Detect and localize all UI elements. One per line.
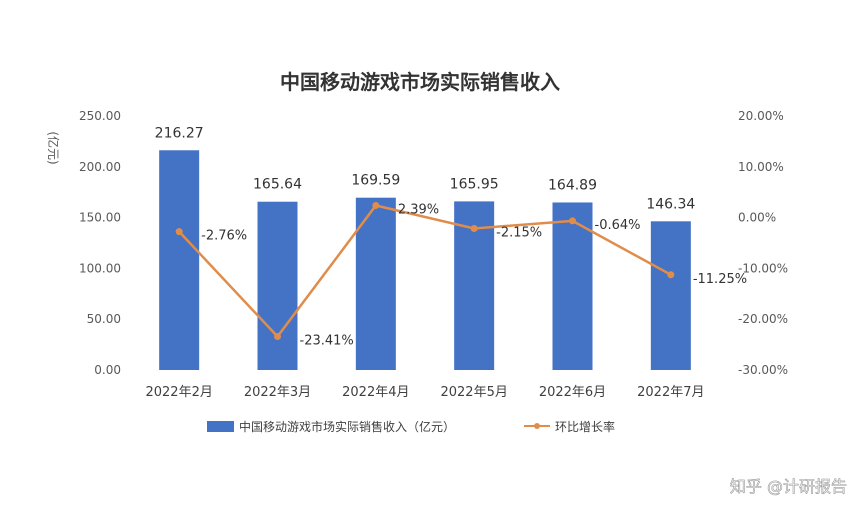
line-point <box>274 333 281 341</box>
left-axis-ticks: 0.00 50.00 100.00 150.00 200.00 250.00 <box>79 109 121 377</box>
bar <box>159 150 200 370</box>
y-axis-label: (亿元) <box>46 131 61 164</box>
chart-title: 中国移动游戏市场实际销售收入 <box>280 70 560 94</box>
right-tick-label: 10.00% <box>738 160 784 174</box>
line-value-label: -2.76% <box>201 229 247 244</box>
bar <box>355 197 396 370</box>
y-axis-label-text: (亿元) <box>46 131 61 164</box>
left-tick-label: 200.00 <box>79 160 121 174</box>
bar-value-label: 165.64 <box>253 177 302 193</box>
category-label: 2022年4月 <box>342 385 409 400</box>
category-label: 2022年7月 <box>637 385 704 400</box>
bar-series: 216.27 165.64 169.59 165.95 164.89 146.34 <box>155 125 695 370</box>
line-point <box>667 271 675 279</box>
bar-value-label: 169.59 <box>351 173 400 189</box>
legend-bar-label: 中国移动游戏市场实际销售收入（亿元） <box>239 419 455 434</box>
line-series: -2.76% -23.41% 2.39% -2.15% -0.64% -11.25% <box>175 201 747 349</box>
legend-line-marker <box>534 423 540 429</box>
right-axis-ticks: -30.00% -20.00% -10.00% 0.00% 10.00% 20.00% <box>738 109 788 377</box>
line-value-label: -23.41% <box>300 334 354 349</box>
bar <box>552 202 593 370</box>
right-tick-label: -20.00% <box>738 312 788 326</box>
category-labels: 2022年2月 2022年3月 2022年4月 2022年5月 2022年6月 2022年… <box>145 385 704 400</box>
right-tick-label: -10.00% <box>738 261 788 275</box>
bar <box>257 201 298 370</box>
line-value-label: -0.64% <box>595 218 641 233</box>
category-label: 2022年2月 <box>145 385 212 400</box>
bar-value-label: 165.95 <box>450 176 499 192</box>
line-point <box>569 217 576 225</box>
line-value-label: -2.15% <box>496 226 542 241</box>
left-tick-label: 100.00 <box>79 261 121 275</box>
left-tick-label: 250.00 <box>79 109 121 123</box>
legend: 中国移动游戏市场实际销售收入（亿元） 环比增长率 <box>207 419 615 434</box>
bar-value-label: 146.34 <box>646 196 695 212</box>
left-tick-label: 50.00 <box>87 312 121 326</box>
right-tick-label: 20.00% <box>738 109 784 123</box>
line-point <box>175 228 183 236</box>
bar-value-label: 164.89 <box>548 177 597 193</box>
category-label: 2022年5月 <box>440 385 507 400</box>
right-tick-label: -30.00% <box>738 363 788 377</box>
left-tick-label: 150.00 <box>79 211 121 225</box>
category-label: 2022年3月 <box>244 385 311 400</box>
line-point <box>470 225 478 233</box>
line-point <box>372 201 380 209</box>
legend-line-label: 环比增长率 <box>555 419 615 434</box>
legend-bar-swatch <box>207 421 234 432</box>
bar-value-label: 216.27 <box>155 125 204 141</box>
right-tick-label: 0.00% <box>738 211 776 225</box>
line-value-label: 2.39% <box>398 202 439 217</box>
line-value-label: -11.25% <box>693 272 747 287</box>
growth-line <box>178 204 672 339</box>
watermark-text: 知乎 @计研报告 <box>730 477 847 496</box>
left-tick-label: 0.00 <box>94 363 121 377</box>
category-label: 2022年6月 <box>539 385 606 400</box>
bar <box>650 221 691 370</box>
